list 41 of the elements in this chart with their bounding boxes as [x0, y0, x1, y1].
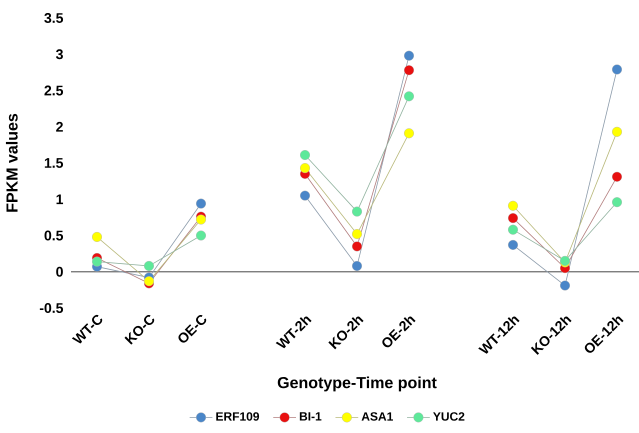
legend-label: BI-1: [300, 412, 322, 421]
point: [612, 64, 622, 74]
point: [196, 214, 206, 225]
legend-label: ASA1: [362, 412, 393, 421]
point: [612, 126, 622, 137]
point: [508, 224, 518, 235]
point: [92, 256, 102, 267]
point: [612, 197, 622, 208]
point: [404, 91, 414, 102]
point: [196, 198, 206, 209]
point: [508, 200, 518, 211]
x-axis-title: Genotype-Time point: [278, 376, 437, 392]
point: [352, 260, 362, 271]
point: [612, 172, 622, 182]
y-tick-label: -0.5: [40, 303, 64, 313]
point: [352, 229, 362, 240]
y-axis-title: FPKM values: [6, 114, 18, 212]
y-tick-label: 0.5: [44, 230, 64, 240]
point: [352, 206, 362, 217]
point: [300, 163, 310, 174]
point: [300, 150, 310, 160]
y-tick-label: 2: [56, 122, 63, 132]
legend-label: ERF109: [216, 412, 260, 421]
point: [508, 240, 518, 250]
point: [404, 65, 414, 76]
y-tick-label: 1.5: [44, 158, 64, 168]
y-tick-label: 2.5: [44, 86, 64, 96]
y-tick-label: 0: [56, 266, 63, 277]
point: [404, 128, 414, 138]
point: [508, 213, 518, 224]
point: [92, 232, 102, 242]
point: [352, 241, 362, 252]
point: [196, 230, 206, 240]
y-tick-label: 3.5: [44, 13, 64, 23]
y-tick-label: 1: [56, 194, 64, 204]
point: [560, 280, 570, 291]
point: [404, 50, 414, 61]
legend-label: YUC2: [433, 412, 464, 421]
point: [300, 190, 310, 201]
y-tick-label: 3: [56, 49, 63, 60]
point: [144, 260, 154, 271]
